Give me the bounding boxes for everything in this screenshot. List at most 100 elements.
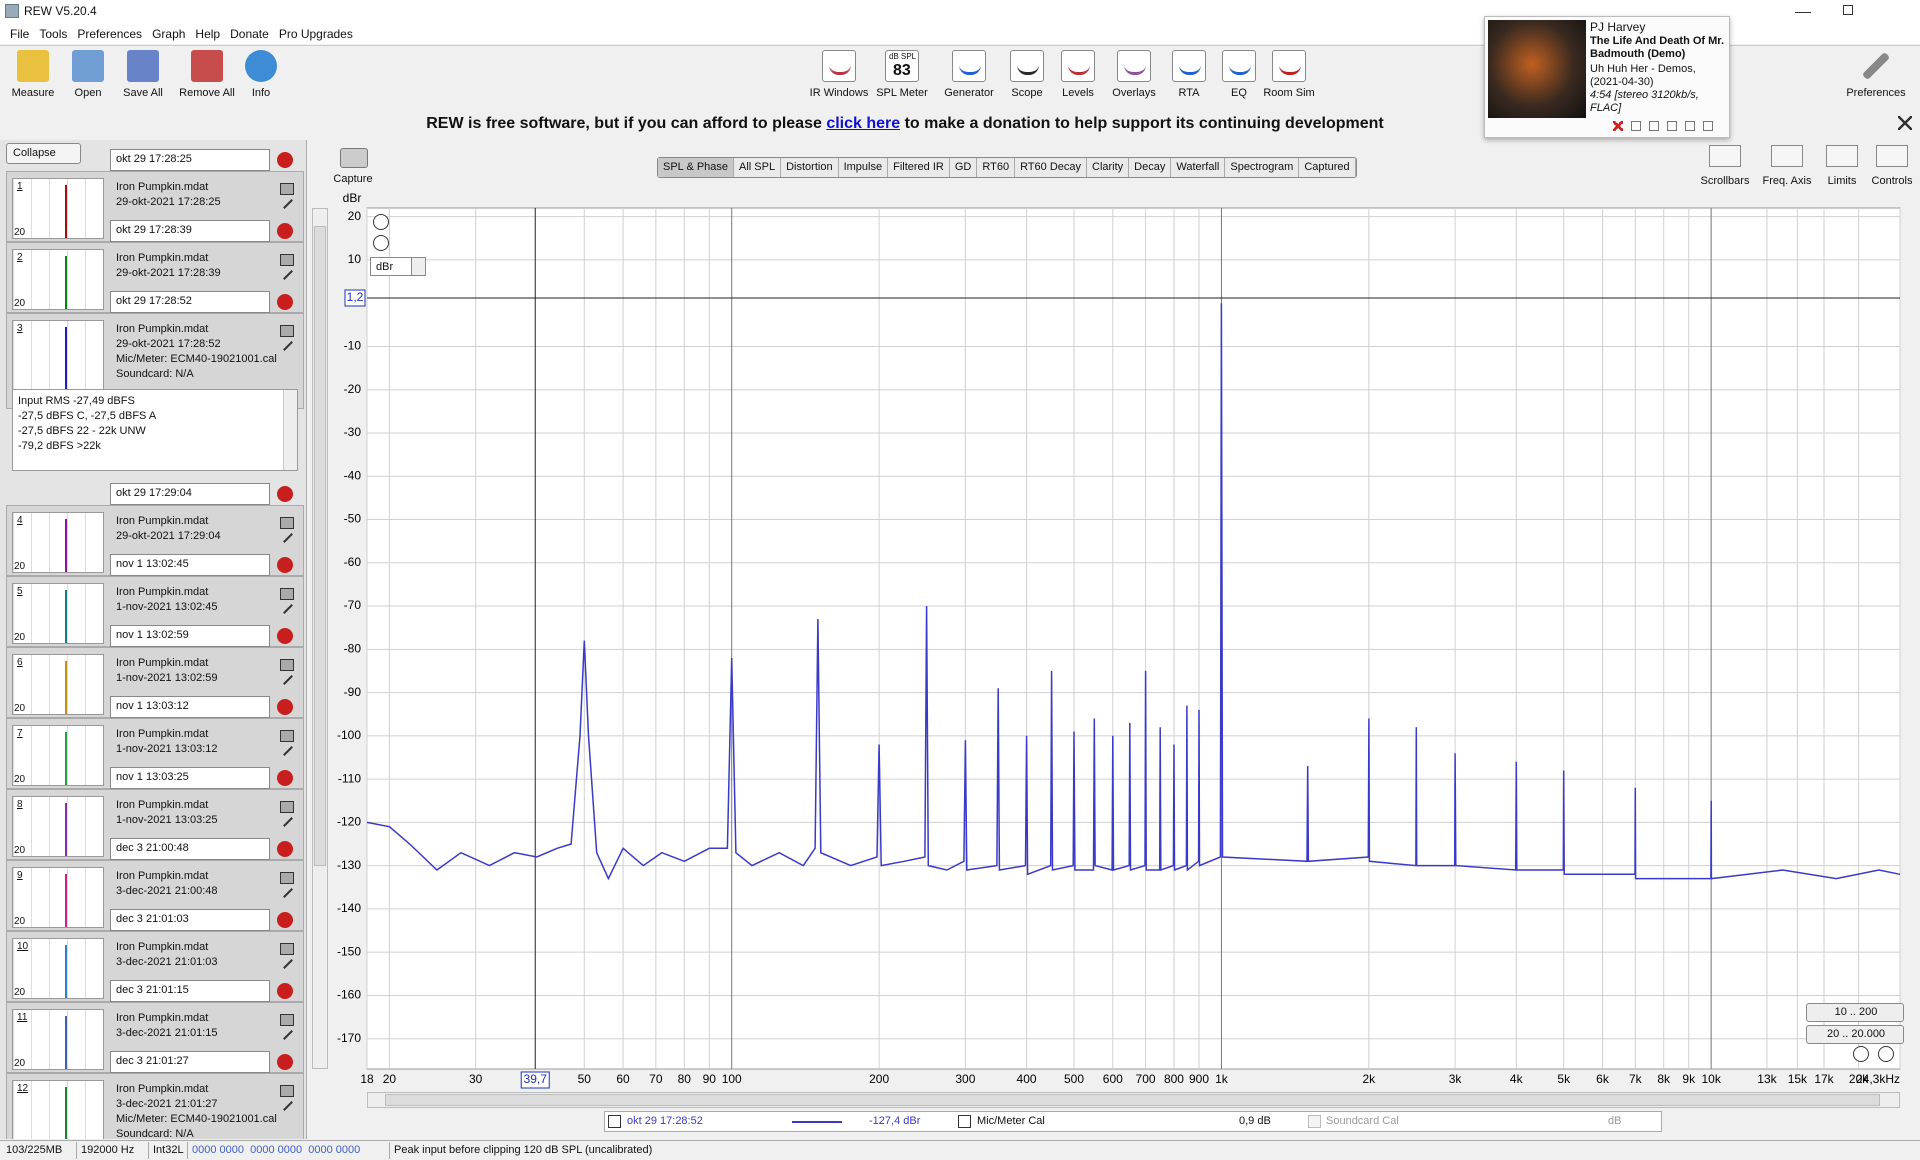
graph-tool-label[interactable]: Scrollbars (1700, 175, 1750, 187)
zoom-out-x[interactable] (1853, 1046, 1869, 1062)
zoom-preset-button[interactable]: 10 .. 200 (1806, 1003, 1904, 1022)
remove-measurement[interactable] (277, 841, 293, 857)
remove-measurement[interactable] (277, 1054, 293, 1070)
remove-measurement[interactable] (277, 294, 293, 310)
graph-tab[interactable]: Decay (1129, 158, 1172, 177)
measurement-icon[interactable] (280, 183, 294, 195)
measurement-icon[interactable] (280, 1085, 294, 1097)
toolbar-icon[interactable] (127, 50, 159, 82)
menu-item[interactable]: Preferences (77, 27, 143, 41)
capture-icon[interactable] (340, 148, 368, 168)
measurement-name[interactable]: okt 29 17:28:52 (116, 295, 192, 307)
legend-checkbox[interactable] (608, 1115, 621, 1128)
menu-item[interactable]: Tools (39, 27, 68, 41)
graph-tab[interactable]: Waterfall (1171, 158, 1226, 177)
measurement-icon[interactable] (280, 588, 294, 600)
name-field[interactable] (110, 696, 270, 718)
graph-tool-icon[interactable] (1826, 145, 1858, 167)
mic-cal-checkbox[interactable] (958, 1115, 971, 1128)
player-control[interactable] (1631, 121, 1641, 131)
toolbar-label[interactable]: Save All (123, 87, 163, 99)
toolbar-label[interactable]: Generator (944, 87, 994, 99)
menu-item[interactable]: Donate (230, 27, 269, 41)
graph-tab[interactable]: Filtered IR (888, 158, 950, 177)
measurement-icon[interactable] (280, 801, 294, 813)
graph-tool-label[interactable]: Limits (1827, 175, 1857, 187)
toolbar-label[interactable]: Measure (11, 87, 55, 99)
measurement-icon[interactable] (280, 730, 294, 742)
graph-tab[interactable]: SPL & Phase (658, 158, 735, 177)
unit-select[interactable]: dBr (370, 257, 426, 276)
donate-link[interactable]: click here (826, 115, 901, 132)
graph-tool-icon[interactable] (1876, 145, 1908, 167)
graph-tab[interactable]: RT60 Decay (1015, 158, 1087, 177)
toolbar-icon[interactable] (191, 50, 223, 82)
name-field[interactable] (110, 483, 270, 505)
zoom-in[interactable] (373, 214, 389, 230)
measurement-icon[interactable] (280, 517, 294, 529)
capture-label[interactable]: Capture (333, 173, 373, 185)
measurement-icon[interactable] (280, 659, 294, 671)
toolbar-icon[interactable] (245, 50, 277, 82)
measurement-name[interactable]: dec 3 21:01:27 (116, 1055, 189, 1067)
zoom-in-x[interactable] (1878, 1046, 1894, 1062)
toolbar-icon[interactable] (1272, 50, 1306, 82)
toolbar-label[interactable]: EQ (1231, 87, 1247, 99)
measurement-icon[interactable] (280, 1014, 294, 1026)
toolbar-label[interactable]: Room Sim (1263, 87, 1315, 99)
toolbar-icon[interactable] (1117, 50, 1151, 82)
measurement-name[interactable]: nov 1 13:03:25 (116, 771, 189, 783)
name-field[interactable] (110, 149, 270, 171)
measurement-name[interactable]: dec 3 21:00:48 (116, 842, 189, 854)
toolbar-label[interactable]: SPL Meter (876, 87, 928, 99)
toolbar-icon[interactable] (1061, 50, 1095, 82)
name-field[interactable] (110, 838, 270, 860)
name-field[interactable] (110, 980, 270, 1002)
graph-tab[interactable]: All SPL (734, 158, 782, 177)
player-control[interactable] (1649, 121, 1659, 131)
menu-item[interactable]: Help (195, 27, 221, 41)
zoom-preset-button[interactable]: 20 .. 20.000 (1806, 1025, 1904, 1044)
graph-tab[interactable]: RT60 (977, 158, 1016, 177)
remove-measurement[interactable] (277, 486, 293, 502)
measurement-name[interactable]: okt 29 17:28:39 (116, 224, 192, 236)
graph-tab[interactable]: GD (950, 158, 978, 177)
toolbar-icon[interactable] (1010, 50, 1044, 82)
toolbar-icon[interactable] (1222, 50, 1256, 82)
measurement-name[interactable]: dec 3 21:01:15 (116, 984, 189, 996)
name-field[interactable] (110, 554, 270, 576)
toolbar-label[interactable]: Preferences (1846, 87, 1906, 99)
remove-measurement[interactable] (277, 628, 293, 644)
remove-measurement[interactable] (277, 152, 293, 168)
toolbar-icon[interactable] (17, 50, 49, 82)
player-control[interactable] (1703, 121, 1713, 131)
zoom-out[interactable] (373, 235, 389, 251)
toolbar-label[interactable]: RTA (1178, 87, 1200, 99)
toolbar-icon[interactable] (952, 50, 986, 82)
remove-measurement[interactable] (277, 699, 293, 715)
remove-measurement[interactable] (277, 983, 293, 999)
zoom-preset-label[interactable]: 20 .. 20.000 (1826, 1028, 1886, 1040)
player-control[interactable] (1667, 121, 1677, 131)
measurement-name[interactable]: okt 29 17:28:25 (116, 153, 192, 165)
name-field[interactable] (110, 625, 270, 647)
restore-button[interactable] (1843, 5, 1853, 15)
remove-measurement[interactable] (277, 557, 293, 573)
player-stop[interactable] (1613, 121, 1623, 131)
remove-measurement[interactable] (277, 912, 293, 928)
remove-measurement[interactable] (277, 770, 293, 786)
measurement-name[interactable]: nov 1 13:02:59 (116, 629, 189, 641)
toolbar-icon[interactable]: dB SPL 83 (885, 50, 919, 82)
unit-select-value[interactable]: dBr (376, 261, 394, 273)
graph-tool-label[interactable]: Freq. Axis (1762, 175, 1812, 187)
measurement-name[interactable]: nov 1 13:03:12 (116, 700, 189, 712)
graph-tab[interactable]: Impulse (839, 158, 889, 177)
name-field[interactable] (110, 767, 270, 789)
zoom-preset-label[interactable]: 10 .. 200 (1834, 1006, 1878, 1018)
graph-tool-icon[interactable] (1709, 145, 1741, 167)
toolbar-icon[interactable] (822, 50, 856, 82)
name-field[interactable] (110, 909, 270, 931)
toolbar-icon[interactable] (72, 50, 104, 82)
graph-tool-icon[interactable] (1771, 145, 1803, 167)
player-control[interactable] (1685, 121, 1695, 131)
